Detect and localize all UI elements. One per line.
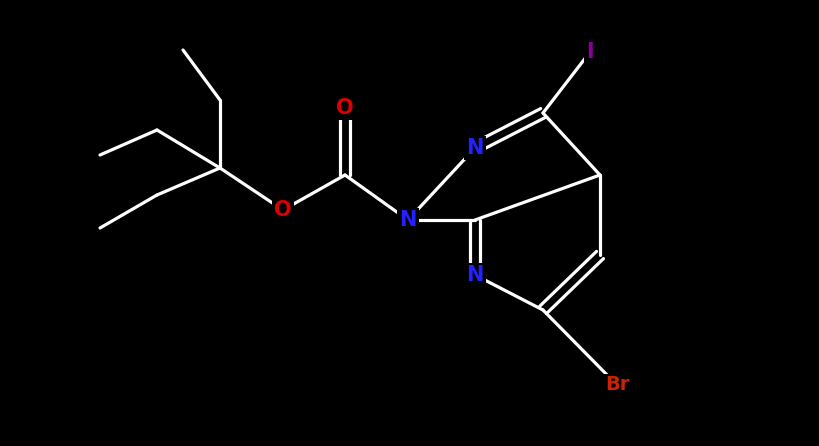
Text: O: O — [336, 98, 354, 118]
Text: I: I — [586, 42, 594, 62]
Text: O: O — [274, 200, 292, 220]
Text: N: N — [466, 265, 484, 285]
Text: N: N — [400, 210, 417, 230]
Text: N: N — [466, 138, 484, 158]
Text: Br: Br — [604, 376, 629, 395]
